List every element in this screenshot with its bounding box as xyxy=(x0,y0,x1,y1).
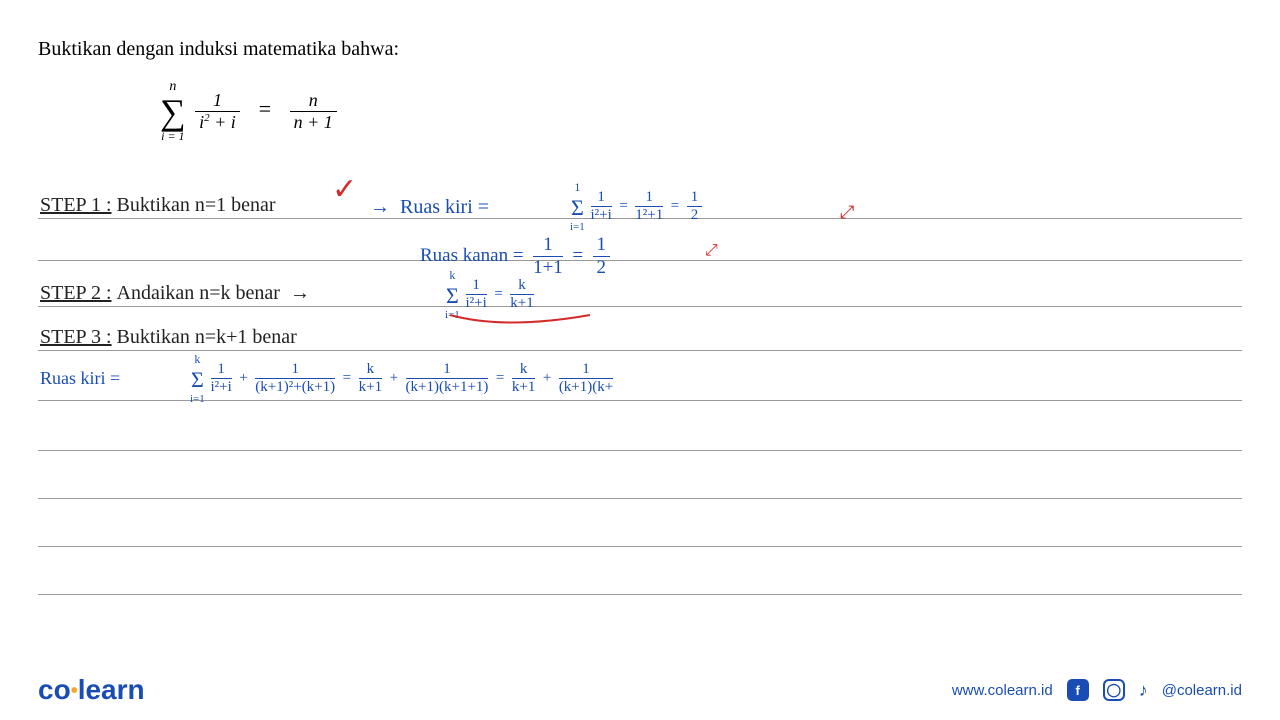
frac2-num: n xyxy=(290,90,337,112)
sigma-symbol: ∑ xyxy=(160,92,186,132)
step3-label: STEP 3 : Buktikan n=k+1 benar xyxy=(40,326,297,349)
rule-line xyxy=(38,546,1242,547)
rule-line xyxy=(38,306,1242,307)
step1-label: STEP 1 : Buktikan n=1 benar xyxy=(40,194,276,217)
rule-line xyxy=(38,594,1242,595)
frac1-den: i2 + i xyxy=(195,112,240,133)
instagram-icon[interactable]: ◯ xyxy=(1103,679,1125,701)
tick-icon: ⤢ xyxy=(840,202,854,223)
rule-line xyxy=(38,450,1242,451)
swoosh-icon xyxy=(445,310,595,330)
tick-icon: ⤢ xyxy=(705,242,718,260)
logo: co•learn xyxy=(38,674,145,706)
step1-rhs: → Ruas kiri = xyxy=(370,196,489,219)
frac1-num: 1 xyxy=(195,90,240,112)
footer-handle[interactable]: @colearn.id xyxy=(1162,682,1242,699)
equals: = xyxy=(257,96,272,121)
tiktok-icon[interactable]: ♪ xyxy=(1139,679,1148,701)
problem-prompt: Buktikan dengan induksi matematika bahwa… xyxy=(38,38,399,61)
step2-label: STEP 2 : Andaikan n=k benar → xyxy=(40,282,310,305)
frac2-den: n + 1 xyxy=(290,112,337,133)
footer-url[interactable]: www.colearn.id xyxy=(952,682,1053,699)
sigma-lower: i = 1 xyxy=(160,130,186,142)
rule-line xyxy=(38,350,1242,351)
step3-lhs-label: Ruas kiri = xyxy=(40,368,120,389)
facebook-icon[interactable]: f xyxy=(1067,679,1089,701)
checkmark-icon: ✓ xyxy=(332,172,357,207)
problem-formula: n ∑ i = 1 1 i2 + i = n n + 1 xyxy=(160,80,341,142)
footer: co•learn www.colearn.id f ◯ ♪ @colearn.i… xyxy=(0,660,1280,720)
step1-sigma: 1 Σ i=1 1 i²+i = 1 1²+1 = 1 2 xyxy=(570,180,702,233)
rule-line xyxy=(38,260,1242,261)
step3-expansion: k Σ i=1 1 i²+i + 1 (k+1)²+(k+1) = k k+1 … xyxy=(190,352,613,405)
rule-line xyxy=(38,498,1242,499)
